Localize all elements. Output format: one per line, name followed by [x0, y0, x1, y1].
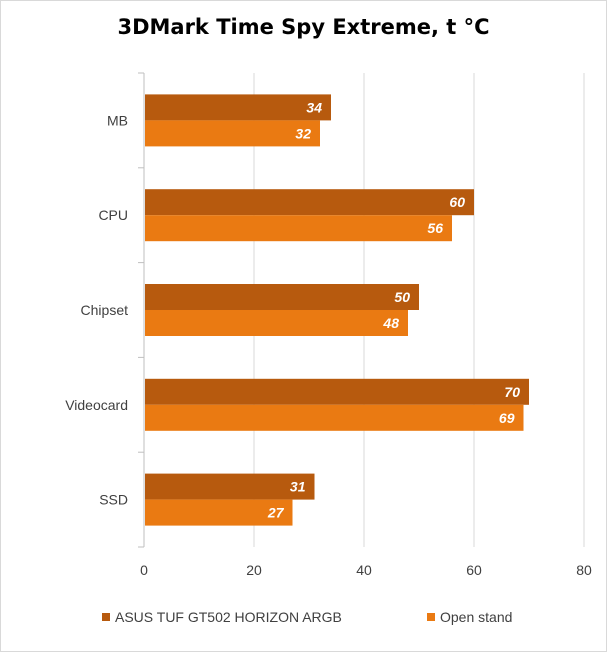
- bar-enclosure: [145, 284, 419, 310]
- bar-enclosure: [145, 378, 529, 405]
- data-label: 27: [267, 505, 285, 521]
- category-label: MB: [107, 112, 128, 128]
- data-label: 50: [394, 289, 410, 305]
- category-label: Videocard: [65, 397, 128, 413]
- legend-label: Open stand: [440, 609, 513, 625]
- category-label: SSD: [99, 492, 128, 508]
- data-label: 34: [306, 99, 322, 115]
- legend-item: Open stand: [427, 609, 512, 625]
- data-label: 31: [290, 479, 306, 495]
- x-tick-label: 40: [356, 562, 372, 578]
- bar-chart: 34 32 60 56 50 48 70 69 31 27 0 20 40 60 80 MB CPU Chips…: [65, 72, 592, 578]
- legend-swatch: [427, 613, 435, 621]
- bars: [145, 94, 529, 526]
- bar-open-stand: [145, 310, 408, 336]
- data-label: 70: [504, 384, 520, 400]
- legend: ASUS TUF GT502 HORIZON ARGB Open stand: [1, 606, 606, 630]
- data-label: 60: [449, 194, 465, 210]
- data-label: 32: [295, 125, 311, 141]
- x-tick-label: 80: [576, 562, 592, 578]
- legend-item: ASUS TUF GT502 HORIZON ARGB: [102, 609, 342, 625]
- bar-open-stand: [145, 120, 320, 147]
- x-tick-label: 0: [140, 562, 148, 578]
- legend-label: ASUS TUF GT502 HORIZON ARGB: [115, 609, 342, 625]
- data-label: 69: [499, 410, 515, 426]
- bar-enclosure: [145, 94, 331, 121]
- category-label: Chipset: [81, 302, 129, 318]
- bar-open-stand: [145, 215, 452, 242]
- bar-open-stand: [145, 499, 293, 526]
- data-label: 56: [427, 220, 443, 236]
- x-tick-label: 20: [246, 562, 262, 578]
- chart-title: 3DMark Time Spy Extreme, t °C: [117, 15, 490, 39]
- x-tick-label: 60: [466, 562, 482, 578]
- data-label: 48: [382, 315, 399, 331]
- data-labels: 34 32 60 56 50 48 70 69 31 27: [267, 99, 520, 520]
- axes: 0 20 40 60 80 MB CPU Chipset Videocard SSD: [65, 72, 592, 578]
- bar-enclosure: [145, 473, 315, 500]
- bar-open-stand: [145, 404, 524, 431]
- bar-enclosure: [145, 189, 474, 216]
- legend-swatch: [102, 613, 110, 621]
- category-label: CPU: [98, 207, 128, 223]
